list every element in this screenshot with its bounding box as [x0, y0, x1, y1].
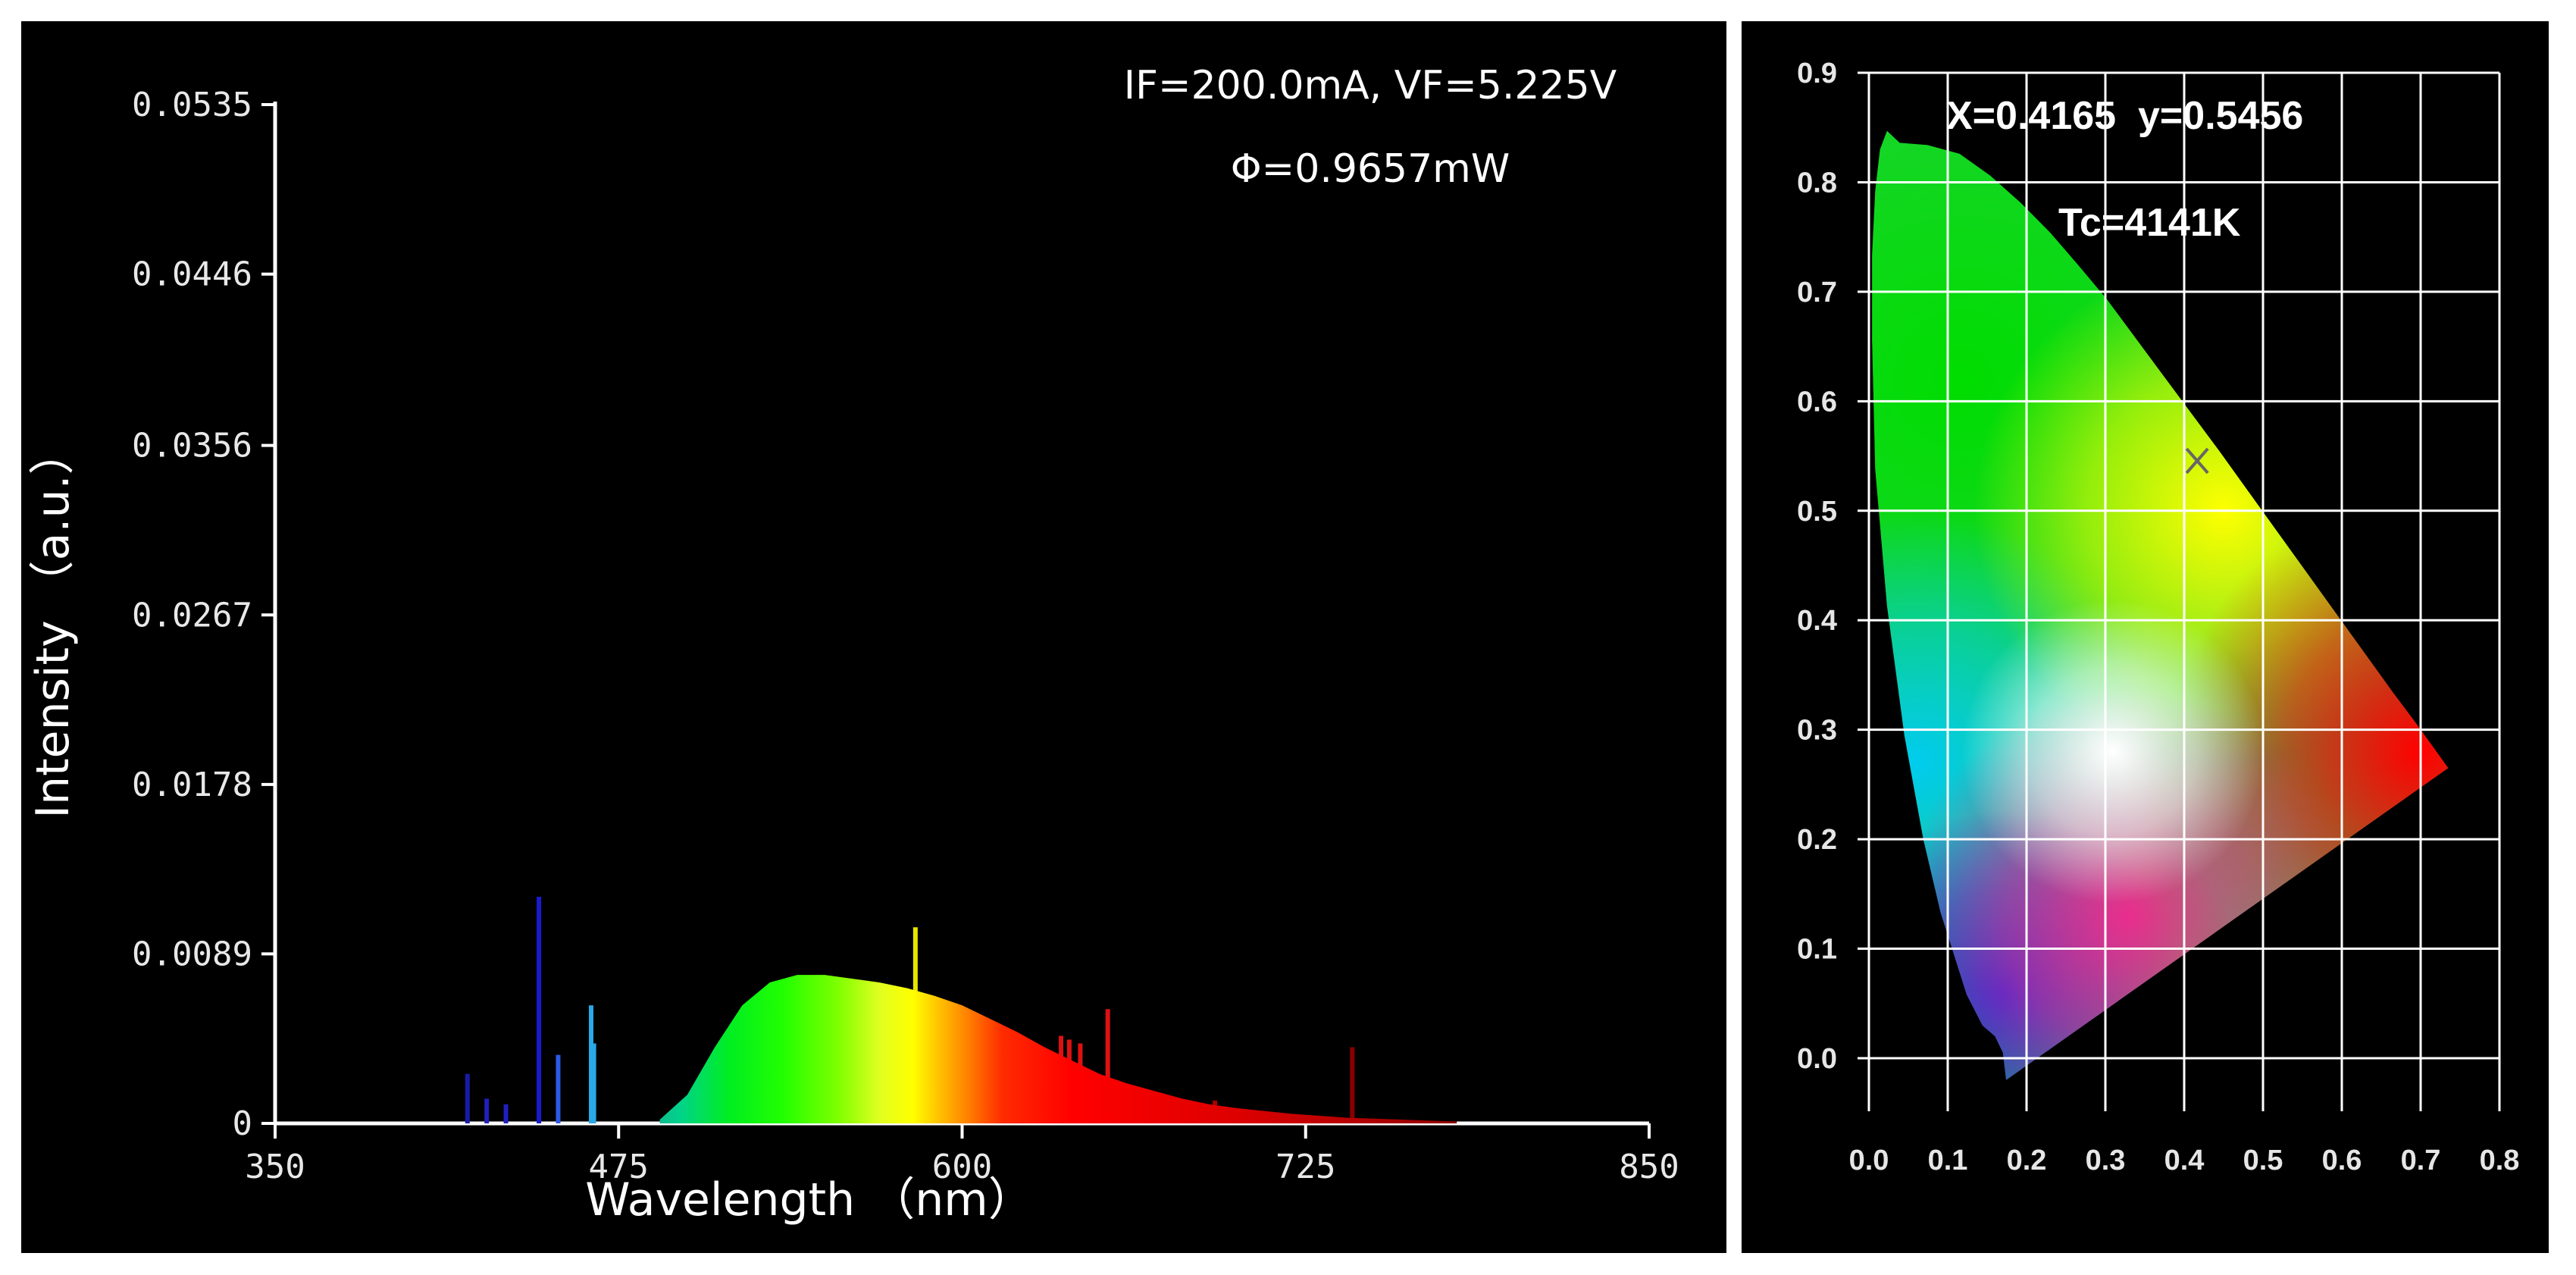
- cie-x-tick-label: 0.5: [2243, 1145, 2283, 1176]
- cie-annotation-coordinates: X=0.4165 y=0.5456: [1946, 94, 2303, 138]
- spectrum-y-tick-label: 0.0535: [132, 86, 252, 124]
- spectrum-y-tick-label: 0: [233, 1104, 253, 1143]
- cie-y-tick-label: 0.9: [1797, 58, 1837, 89]
- cie-y-tick-label: 0.6: [1797, 386, 1837, 418]
- spectrum-y-axis-label: Intensity （a.u.）: [27, 429, 80, 818]
- cie-chart-panel: 0.0 0.1 0.2 0.3 0.4 0.5 0.6 0.7 0.8 0.0 0.1 0.2 0.3…: [1742, 21, 2549, 1253]
- cie-y-tick-label: 0.8: [1797, 167, 1837, 199]
- spectrum-y-tick-label: 0.0178: [132, 766, 252, 804]
- cie-x-tick-label: 0.7: [2401, 1145, 2441, 1176]
- spectrum-x-tick-label: 600: [932, 1148, 992, 1186]
- cie-x-tick-label: 0.0: [1849, 1145, 1889, 1176]
- cie-chromaticity-chart: 0.0 0.1 0.2 0.3 0.4 0.5 0.6 0.7 0.8 0.0 0.1 0.2 0.3…: [1797, 58, 2520, 1176]
- spectrum-chart: 350 475 600 725 850 0 0.0089 0.0178 0.0267 0.035…: [27, 63, 1679, 1226]
- spectrum-x-tick-label: 850: [1619, 1148, 1679, 1186]
- cie-chromaticity-point: [2185, 447, 2209, 475]
- cie-x-tick-label: 0.4: [2164, 1145, 2205, 1176]
- spectrum-x-tick-label: 350: [245, 1148, 305, 1186]
- spectrum-y-tick-label: 0.0356: [132, 427, 252, 465]
- cie-x-tick-label: 0.1: [1928, 1145, 1968, 1176]
- cie-x-tick-label: 0.8: [2480, 1145, 2520, 1176]
- spectrum-y-tick-label: 0.0267: [132, 596, 252, 634]
- cie-y-tick-label: 0.1: [1797, 934, 1837, 966]
- cie-y-tick-label: 0.0: [1797, 1043, 1837, 1075]
- spectrum-annotation-flux: Φ=0.9657mW: [1231, 146, 1510, 192]
- cie-annotation-color-temperature: Tc=4141K: [2058, 201, 2241, 245]
- spectrum-x-tick-label: 475: [589, 1148, 649, 1186]
- cie-y-tick-label: 0.3: [1797, 715, 1837, 747]
- cie-y-tick-label: 0.5: [1797, 496, 1837, 528]
- cie-x-tick-label: 0.2: [2007, 1145, 2047, 1176]
- spectrum-area-group: [659, 975, 1457, 1123]
- spectrum-chart-panel: 350 475 600 725 850 0 0.0089 0.0178 0.0267 0.035…: [21, 21, 1726, 1253]
- spectrum-annotation-current-voltage: IF=200.0mA, VF=5.225V: [1124, 63, 1617, 108]
- spectrum-axes: [273, 102, 1649, 1126]
- spectrum-x-axis-label: Wavelength （nm）: [585, 1173, 1033, 1226]
- spectrum-x-ticks: 350 475 600 725 850: [245, 1123, 1679, 1186]
- cie-y-tick-label: 0.4: [1797, 605, 1837, 637]
- cie-y-tick-label: 0.2: [1797, 824, 1837, 856]
- spectrum-y-tick-label: 0.0089: [132, 935, 252, 973]
- cie-x-tick-label: 0.3: [2086, 1145, 2126, 1176]
- cie-y-ticks: 0.0 0.1 0.2 0.3 0.4 0.5 0.6 0.7 0.8 0.9: [1797, 58, 1837, 1075]
- cie-x-tick-label: 0.6: [2322, 1145, 2362, 1176]
- cie-grid: [1858, 71, 2501, 1111]
- spectrum-y-ticks: 0 0.0089 0.0178 0.0267 0.0356 0.0446 0.0535: [132, 86, 275, 1143]
- cie-x-ticks: 0.0 0.1 0.2 0.3 0.4 0.5 0.6 0.7 0.8: [1849, 1145, 2520, 1176]
- cie-y-tick-label: 0.7: [1797, 277, 1837, 309]
- cie-point-marker-stroke-b: [2185, 447, 2209, 475]
- spectrum-x-tick-label: 725: [1275, 1148, 1335, 1186]
- spectrum-y-tick-label: 0.0446: [132, 255, 252, 294]
- spectrum-area: [659, 975, 1457, 1123]
